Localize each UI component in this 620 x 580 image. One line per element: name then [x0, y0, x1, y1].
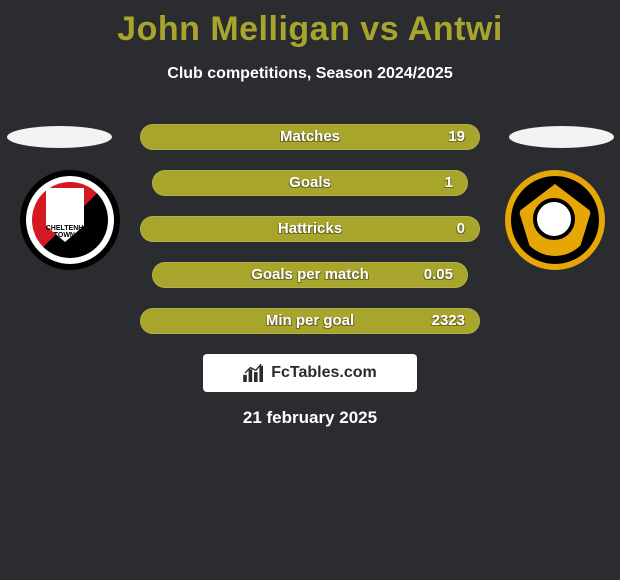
club-crest-left: [20, 170, 120, 270]
stat-label: Matches: [141, 128, 479, 145]
brand-box: FcTables.com: [203, 354, 417, 392]
stat-bar-hattricks: Hattricks 0: [140, 216, 480, 242]
stat-value: 1: [445, 174, 453, 191]
stat-label: Goals: [153, 174, 467, 191]
player-right-ellipse: [509, 126, 614, 148]
stat-value: 19: [448, 128, 465, 145]
stat-label: Hattricks: [141, 220, 479, 237]
page-title: John Melligan vs Antwi: [0, 0, 620, 49]
stat-value: 2323: [432, 312, 465, 329]
stat-bar-goals-per-match: Goals per match 0.05: [152, 262, 468, 288]
stat-value: 0.05: [424, 266, 453, 283]
date-text: 21 february 2025: [0, 408, 620, 428]
stat-bar-min-per-goal: Min per goal 2323: [140, 308, 480, 334]
bar-chart-icon: [243, 364, 265, 382]
comparison-infographic: John Melligan vs Antwi Club competitions…: [0, 0, 620, 580]
stat-label: Min per goal: [141, 312, 479, 329]
player-left-ellipse: [7, 126, 112, 148]
club-crest-right: [505, 170, 605, 270]
stat-bar-goals: Goals 1: [152, 170, 468, 196]
subtitle: Club competitions, Season 2024/2025: [0, 65, 620, 83]
stat-value: 0: [457, 220, 465, 237]
club-crest-left-text: CHELTENHAM TOWN FC: [40, 225, 100, 239]
brand-text: FcTables.com: [271, 364, 377, 382]
stat-label: Goals per match: [153, 266, 467, 283]
stat-bars: Matches 19 Goals 1 Hattricks 0 Goals per…: [140, 124, 480, 354]
stat-bar-matches: Matches 19: [140, 124, 480, 150]
